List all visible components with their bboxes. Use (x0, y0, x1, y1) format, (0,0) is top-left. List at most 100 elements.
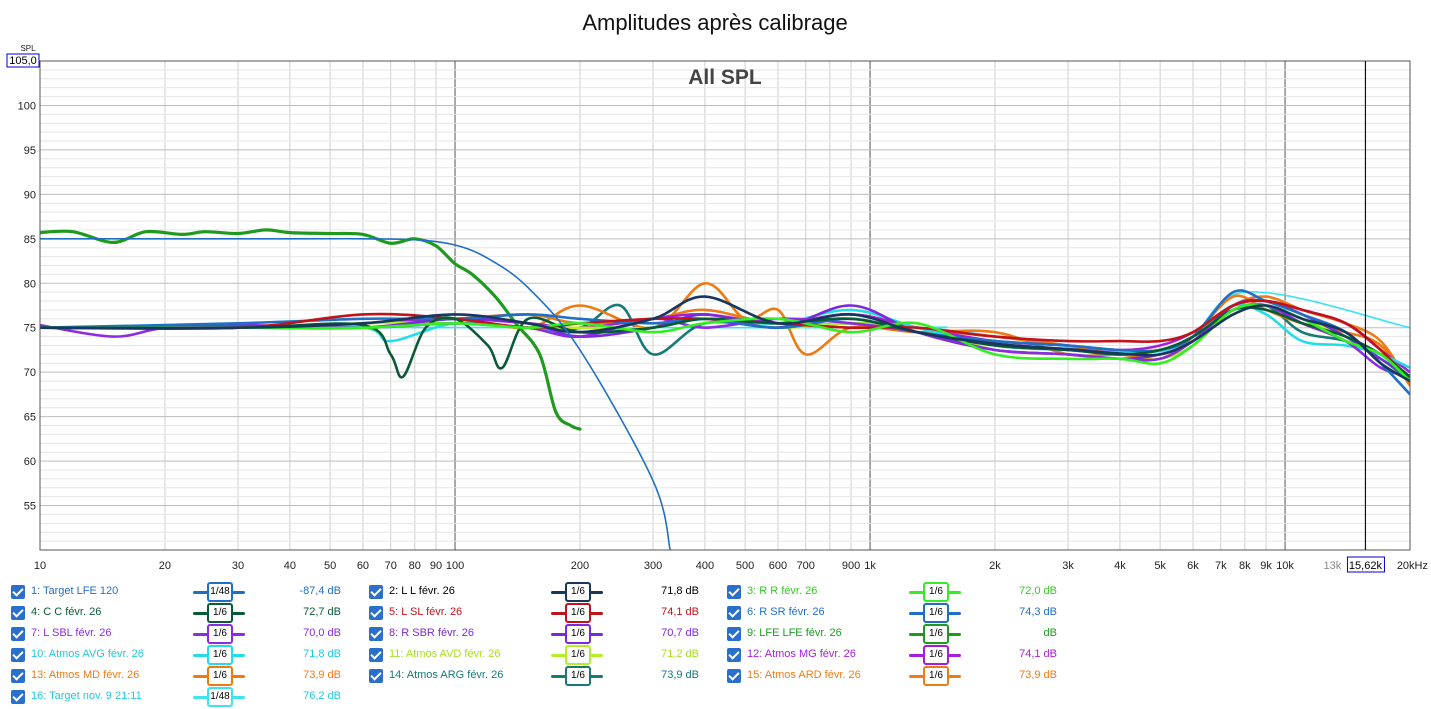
x-tick-label: 3k (1062, 560, 1074, 572)
smoothing-button[interactable]: 1/6 (923, 666, 949, 686)
legend-value: 74,3 dB (1019, 606, 1057, 618)
legend-value: -87,4 dB (299, 585, 341, 597)
legend-item-10: 10: Atmos AVG févr. 26 1/6 71,8 dB (11, 645, 351, 665)
smoothing-button[interactable]: 1/6 (207, 666, 233, 686)
y-tick-label: 90 (24, 189, 36, 201)
x-tick-label: 7k (1215, 560, 1227, 572)
spl-chart: Amplitudes après calibrage 10 20 30 40 50 60 7… (6, 10, 1428, 573)
y-tick-label: 65 (24, 412, 36, 424)
x-tick-label: 400 (696, 560, 714, 572)
x-tick-label: 4k (1114, 560, 1126, 572)
legend-checkbox[interactable] (727, 585, 741, 599)
series-line-2 (40, 295, 1410, 383)
legend-checkbox[interactable] (369, 669, 383, 683)
smoothing-button[interactable]: 1/6 (565, 666, 591, 686)
legend-label: 6: R SR févr. 26 (747, 606, 825, 618)
legend-value: 70,7 dB (661, 627, 699, 639)
smoothing-button[interactable]: 1/6 (207, 645, 233, 665)
legend-item-7: 7: L SBL févr. 26 1/6 70,0 dB (11, 624, 351, 644)
legend-value: 73,9 dB (303, 669, 341, 681)
x-tick-label: 13k (1323, 560, 1341, 572)
legend-checkbox[interactable] (727, 648, 741, 662)
legend-item-12: 12: Atmos MG févr. 26 1/6 74,1 dB (727, 645, 1067, 665)
smoothing-button[interactable]: 1/6 (565, 582, 591, 602)
legend-item-3: 3: R R févr. 26 1/6 72,0 dB (727, 582, 1067, 602)
y-tick-label: 75 (24, 323, 36, 335)
legend-item-2: 2: L L févr. 26 1/6 71,8 dB (369, 582, 709, 602)
legend-item-16: 16: Target nov. 9 21:11 1/48 76,2 dB (11, 687, 351, 707)
legend-checkbox[interactable] (727, 669, 741, 683)
legend-checkbox[interactable] (11, 627, 25, 641)
legend-value: 70,0 dB (303, 627, 341, 639)
x-tick-label: 80 (409, 560, 421, 572)
legend-value: 72,0 dB (1019, 585, 1057, 597)
smoothing-button[interactable]: 1/6 (207, 624, 233, 644)
legend-checkbox[interactable] (369, 648, 383, 662)
cursor-readout: 15,62k (1349, 560, 1383, 572)
x-tick-label: 500 (736, 560, 754, 572)
x-tick-label: 700 (797, 560, 815, 572)
legend-checkbox[interactable] (369, 585, 383, 599)
legend-item-13: 13: Atmos MD févr. 26 1/6 73,9 dB (11, 666, 351, 686)
plot-area[interactable] (40, 61, 1410, 550)
legend-item-8: 8: R SBR févr. 26 1/6 70,7 dB (369, 624, 709, 644)
y-tick-label: 100 (18, 100, 36, 112)
smoothing-button[interactable]: 1/6 (565, 624, 591, 644)
legend-label: 8: R SBR févr. 26 (389, 627, 474, 639)
y-max-readout[interactable]: 105,0 (6, 53, 40, 68)
legend-label: 13: Atmos MD févr. 26 (31, 669, 140, 681)
smoothing-button[interactable]: 1/6 (565, 603, 591, 623)
frequency-cursor[interactable]: 15,62k (1346, 61, 1385, 573)
y-tick-label: 60 (24, 456, 36, 468)
legend-label: 5: L SL févr. 26 (389, 606, 463, 618)
x-tick-label: 90 (430, 560, 442, 572)
legend-checkbox[interactable] (369, 627, 383, 641)
legend-checkbox[interactable] (11, 690, 25, 704)
smoothing-button[interactable]: 1/6 (565, 645, 591, 665)
y-max-value: 105,0 (9, 55, 37, 67)
legend-value: 71,2 dB (661, 648, 699, 660)
y-tick-label: 80 (24, 278, 36, 290)
chart-subtitle: All SPL (688, 66, 762, 89)
series-line-1 (40, 237, 671, 550)
x-tick-label: 600 (769, 560, 787, 572)
legend-item-9: 9: LFE LFE févr. 26 1/6 dB (727, 624, 1067, 644)
smoothing-button[interactable]: 1/6 (923, 624, 949, 644)
smoothing-button[interactable]: 1/6 (923, 645, 949, 665)
legend-checkbox[interactable] (369, 606, 383, 620)
x-tick-label: 2k (989, 560, 1001, 572)
x-tick-label: 70 (385, 560, 397, 572)
legend-item-1: 1: Target LFE 120 1/48 -87,4 dB (11, 582, 351, 602)
smoothing-button[interactable]: 1/48 (207, 687, 233, 707)
legend-checkbox[interactable] (727, 627, 741, 641)
legend-label: 15: Atmos ARD févr. 26 (747, 669, 861, 681)
smoothing-button[interactable]: 1/6 (923, 603, 949, 623)
y-axis: 55 60 65 70 75 80 85 90 95 100 (18, 100, 36, 512)
legend-value: 74,1 dB (1019, 648, 1057, 660)
legend-value: 74,1 dB (661, 606, 699, 618)
legend-checkbox[interactable] (727, 606, 741, 620)
legend-value: 71,8 dB (661, 585, 699, 597)
x-tick-label: 300 (644, 560, 662, 572)
legend-label: 10: Atmos AVG févr. 26 (31, 648, 144, 660)
legend-label: 9: LFE LFE févr. 26 (747, 627, 842, 639)
legend-item-6: 6: R SR févr. 26 1/6 74,3 dB (727, 603, 1067, 623)
smoothing-button[interactable]: 1/6 (923, 582, 949, 602)
series-line-10 (40, 303, 1410, 369)
series-line-4 (40, 306, 1410, 379)
legend-checkbox[interactable] (11, 585, 25, 599)
smoothing-button[interactable]: 1/48 (207, 582, 233, 602)
legend-label: 4: C C févr. 26 (31, 606, 102, 618)
legend-item-14: 14: Atmos ARG févr. 26 1/6 73,9 dB (369, 666, 709, 686)
x-tick-label: 8k (1239, 560, 1251, 572)
legend-checkbox[interactable] (11, 648, 25, 662)
legend-item-15: 15: Atmos ARD févr. 26 1/6 73,9 dB (727, 666, 1067, 686)
x-tick-label: 40 (284, 560, 296, 572)
x-tick-label: 60 (357, 560, 369, 572)
smoothing-button[interactable]: 1/6 (207, 603, 233, 623)
legend-checkbox[interactable] (11, 606, 25, 620)
chart-title: Amplitudes après calibrage (582, 10, 847, 35)
x-tick-label: 9k (1260, 560, 1272, 572)
y-tick-label: 70 (24, 367, 36, 379)
legend-checkbox[interactable] (11, 669, 25, 683)
